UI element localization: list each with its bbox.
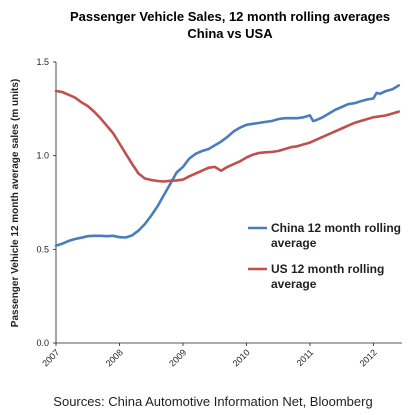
china-legend-label: average — [271, 236, 317, 250]
y-tick-label: 1.0 — [36, 151, 49, 161]
y-tick-label: 0.0 — [36, 338, 49, 348]
y-tick-label: 0.5 — [36, 244, 49, 254]
chart-subtitle: China vs USA — [187, 26, 273, 41]
x-tick-label: 2012 — [358, 347, 379, 368]
us-legend-label: US 12 month rolling — [271, 262, 384, 276]
us-legend-label: average — [271, 277, 317, 291]
series-lines — [54, 84, 401, 247]
china-legend-label: China 12 month rolling — [271, 221, 401, 235]
y-tick-label: 1.5 — [36, 57, 49, 67]
source-note: Sources: China Automotive Information Ne… — [53, 394, 372, 409]
china-series-line — [54, 84, 401, 247]
y-axis-label: Passenger Vehicle 12 month average sales… — [10, 79, 21, 327]
us-series-line — [54, 89, 401, 183]
x-tick-label: 2007 — [40, 347, 61, 368]
x-tick-label: 2008 — [104, 347, 125, 368]
x-tick-label: 2010 — [231, 347, 252, 368]
x-tick-label: 2009 — [167, 347, 188, 368]
chart-title: Passenger Vehicle Sales, 12 month rollin… — [70, 9, 390, 24]
x-tick-label: 2011 — [295, 347, 316, 368]
